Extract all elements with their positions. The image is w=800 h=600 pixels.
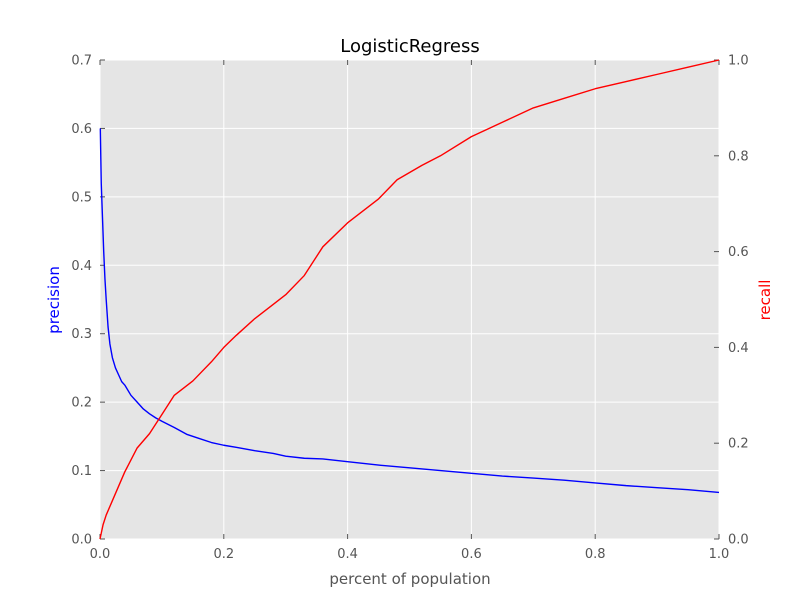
y-right-tick-label: 0.6 bbox=[728, 245, 749, 260]
x-axis-label: percent of population bbox=[329, 570, 490, 588]
x-tick-label: 0.4 bbox=[337, 547, 358, 562]
y-left-tick-label: 0.4 bbox=[71, 259, 92, 274]
x-tick-label: 0.0 bbox=[90, 547, 111, 562]
chart-title: LogisticRegress bbox=[340, 36, 480, 57]
x-tick-label: 0.8 bbox=[585, 547, 606, 562]
y-axis-label-left: precision bbox=[45, 266, 63, 334]
precision-line bbox=[99, 128, 720, 494]
x-tick-label: 1.0 bbox=[709, 547, 730, 562]
x-tick-label: 0.2 bbox=[213, 547, 234, 562]
y-left-tick-label: 0.6 bbox=[71, 122, 92, 137]
recall-line bbox=[99, 59, 720, 540]
series-lines bbox=[99, 59, 720, 540]
y-right-tick-label: 0.4 bbox=[728, 341, 749, 356]
y-left-tick-label: 0.0 bbox=[71, 533, 92, 548]
y-left-tick-label: 0.2 bbox=[71, 396, 92, 411]
y-right-tick-label: 1.0 bbox=[728, 54, 749, 69]
y-left-tick-label: 0.3 bbox=[71, 327, 92, 342]
plot-background bbox=[100, 60, 719, 539]
y-left-tick-label: 0.5 bbox=[71, 190, 92, 205]
y-right-tick-label: 0.2 bbox=[728, 437, 749, 452]
y-left-tick-label: 0.7 bbox=[71, 54, 92, 69]
y-left-tick-label: 0.1 bbox=[71, 464, 92, 479]
y-right-tick-label: 0.8 bbox=[728, 149, 749, 164]
ticks: 0.0 0.2 0.4 0.6 0.8 1.00.00.10.20.30.40.50.60… bbox=[71, 54, 748, 563]
y-right-tick-label: 0.0 bbox=[728, 533, 749, 548]
x-tick-label: 0.6 bbox=[461, 547, 482, 562]
grid bbox=[99, 59, 720, 540]
y-axis-label-right: recall bbox=[756, 280, 774, 321]
